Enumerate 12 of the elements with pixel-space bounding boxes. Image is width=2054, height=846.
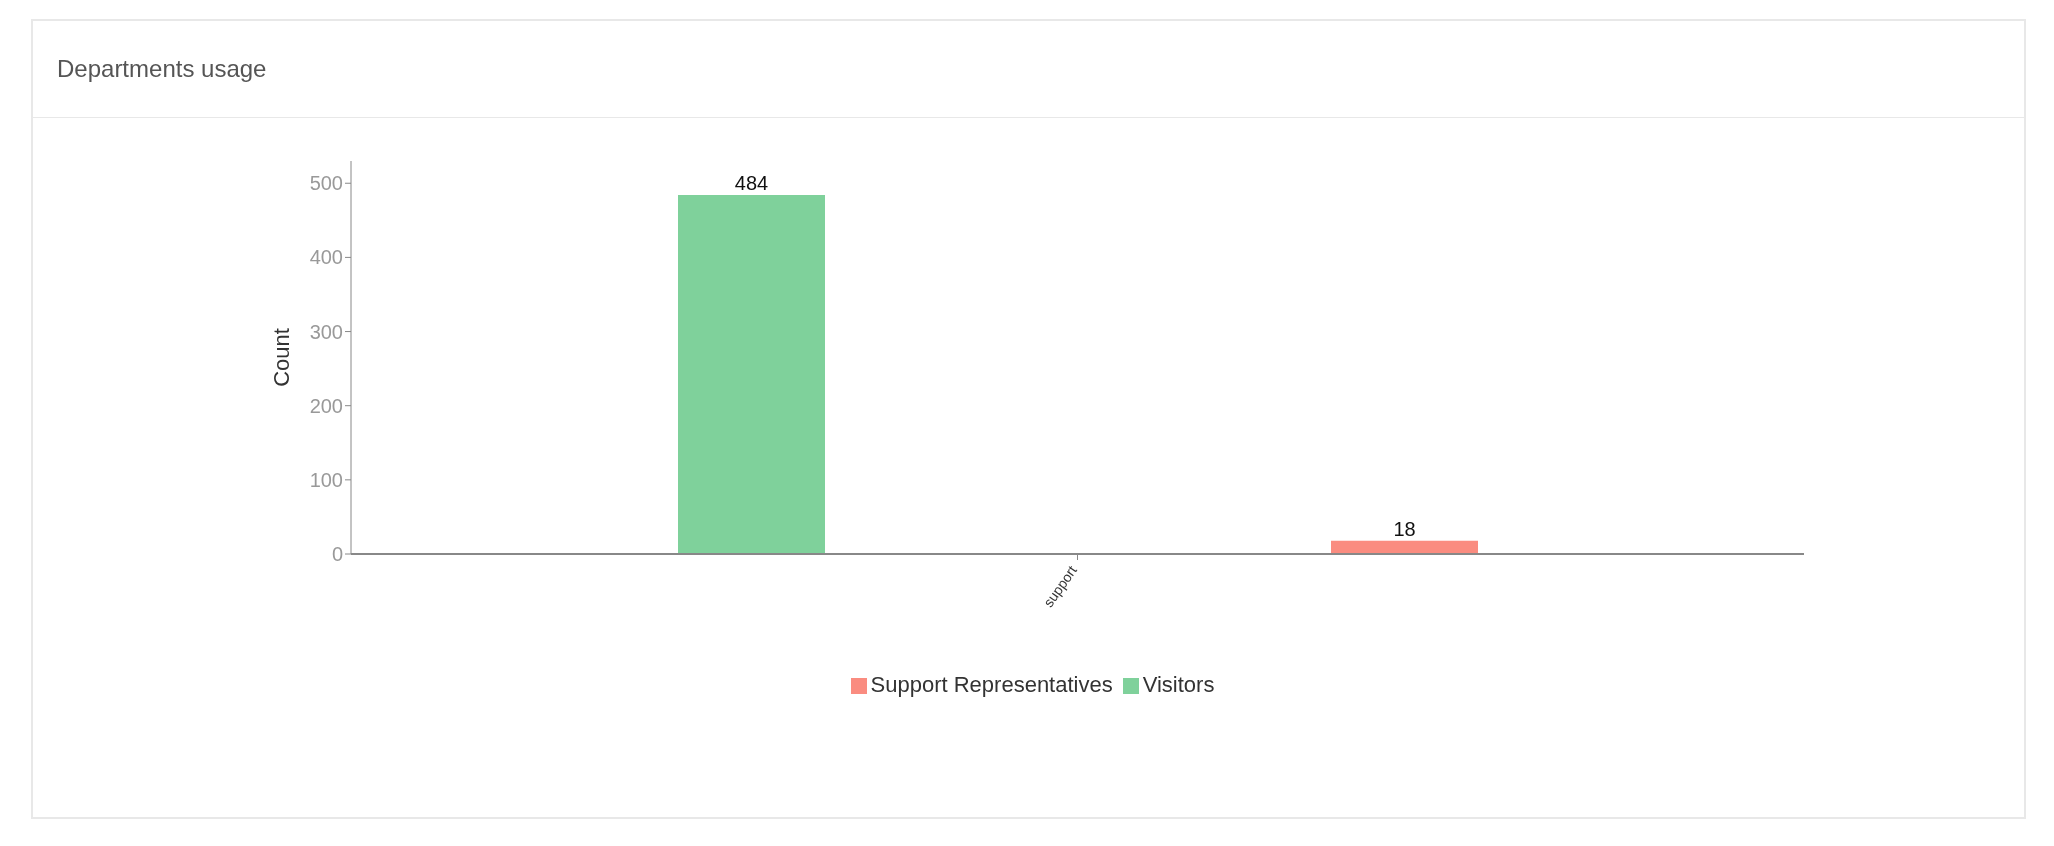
- y-axis-title: Count: [268, 328, 294, 387]
- y-tick-label: 100: [309, 468, 343, 491]
- y-tick-label: 400: [309, 246, 343, 269]
- y-tick-label: 300: [309, 320, 343, 343]
- legend-label: Support Representatives: [870, 672, 1113, 697]
- y-tick-label: 200: [309, 394, 343, 417]
- data-label: 18: [1393, 517, 1416, 540]
- chart-title: Departments usage: [33, 21, 2024, 118]
- legend-label: Visitors: [1142, 672, 1215, 697]
- y-tick-label: 0: [331, 543, 343, 566]
- data-label: 484: [734, 172, 769, 195]
- y-tick-label: 500: [309, 172, 343, 195]
